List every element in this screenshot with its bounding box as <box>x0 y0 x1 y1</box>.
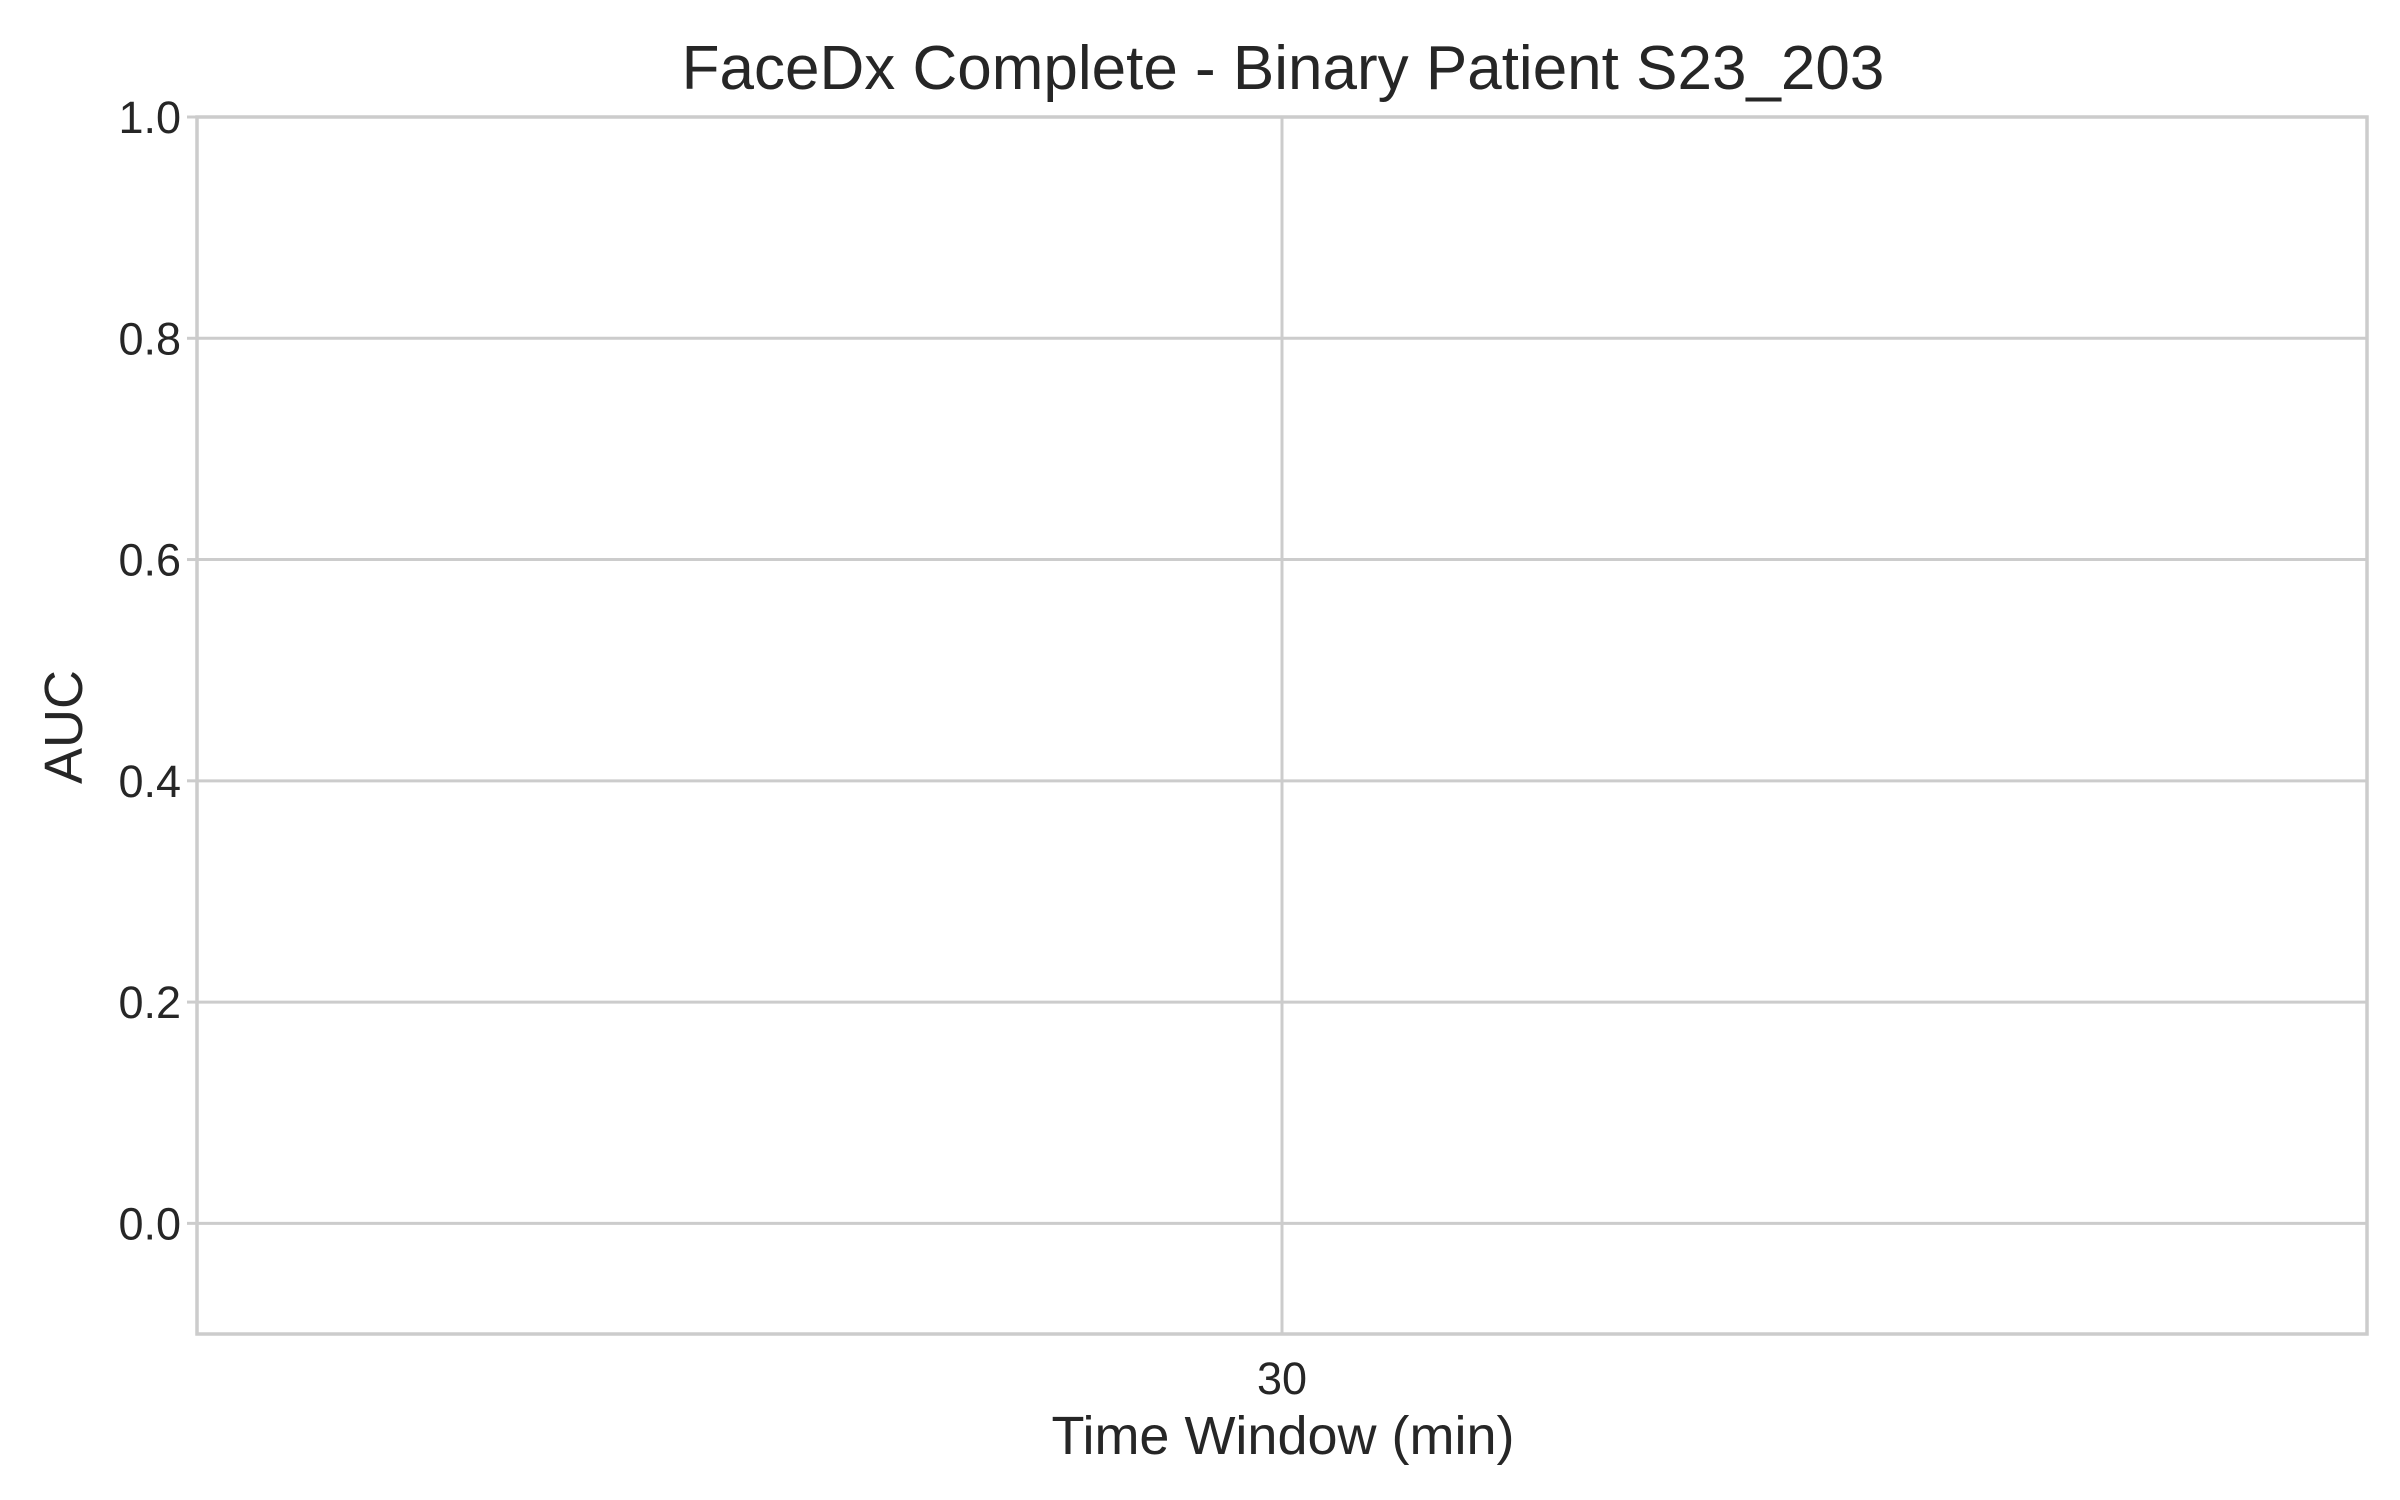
x-axis-ticks: 30 <box>1257 1353 1307 1404</box>
y-tick-label: 0.0 <box>118 1198 181 1249</box>
y-tick-label: 0.4 <box>118 756 181 807</box>
chart-title: FaceDx Complete - Binary Patient S23_203 <box>682 34 1885 103</box>
plot-area-frame <box>195 115 2369 1336</box>
x-axis-label: Time Window (min) <box>1051 1406 1514 1466</box>
y-tick-label: 0.2 <box>118 977 181 1028</box>
y-axis-ticks: 0.0 0.2 0.4 0.6 0.8 1.0 <box>118 92 197 1249</box>
grid-lines <box>197 115 2367 1334</box>
x-tick-label: 30 <box>1257 1353 1307 1404</box>
y-tick-label: 0.8 <box>118 313 181 364</box>
y-axis-label: AUC <box>34 670 94 784</box>
y-tick-label: 0.6 <box>118 535 181 586</box>
y-tick-label: 1.0 <box>118 92 181 143</box>
